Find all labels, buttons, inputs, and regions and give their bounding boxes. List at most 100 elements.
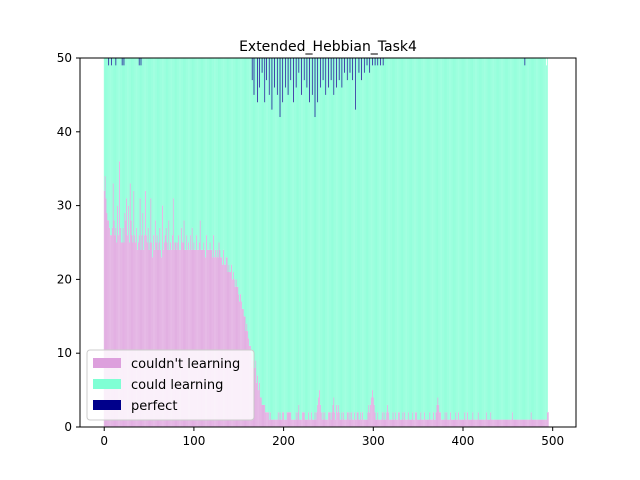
- bar-could-learning: [235, 58, 237, 280]
- bar-could-learning: [459, 58, 461, 420]
- bar-perfect: [341, 58, 343, 88]
- bar-couldnt-learning: [158, 242, 160, 427]
- bar-couldnt-learning: [436, 404, 438, 427]
- bar-could-learning: [152, 58, 154, 258]
- bar-couldnt-learning: [259, 382, 260, 427]
- bar-couldnt-learning: [518, 419, 519, 427]
- bar-could-learning: [268, 94, 270, 420]
- bar-perfect: [346, 58, 348, 81]
- bar-couldnt-learning: [299, 419, 301, 427]
- bar-couldnt-learning: [503, 419, 505, 427]
- bar-could-learning: [425, 58, 427, 420]
- bar-couldnt-learning: [294, 419, 296, 427]
- bar-couldnt-learning: [302, 412, 303, 427]
- bar-could-learning: [224, 58, 226, 265]
- bar-perfect: [108, 58, 110, 66]
- bar-could-learning: [137, 58, 138, 250]
- bar-couldnt-learning: [435, 412, 437, 427]
- bar-couldnt-learning: [520, 419, 522, 427]
- bar-could-learning: [308, 58, 310, 413]
- bar-could-learning: [468, 58, 469, 420]
- bar-couldnt-learning: [116, 242, 118, 427]
- bar-couldnt-learning: [143, 249, 145, 427]
- bar-could-learning: [386, 58, 388, 413]
- bar-couldnt-learning: [342, 419, 344, 427]
- bar-couldnt-learning: [112, 183, 114, 427]
- bar-couldnt-learning: [513, 419, 515, 427]
- bar-couldnt-learning: [364, 419, 366, 427]
- bar-couldnt-learning: [323, 419, 325, 427]
- bar-couldnt-learning: [533, 419, 535, 427]
- bar-couldnt-learning: [488, 419, 490, 427]
- bar-could-learning: [364, 58, 366, 420]
- bar-couldnt-learning: [316, 412, 318, 427]
- bar-could-learning: [385, 58, 387, 420]
- bar-couldnt-learning: [337, 404, 339, 427]
- bar-could-learning: [276, 58, 277, 420]
- bar-could-learning: [127, 58, 128, 236]
- bar-couldnt-learning: [346, 419, 347, 427]
- bar-could-learning: [256, 58, 258, 383]
- bar-couldnt-learning: [462, 419, 464, 427]
- bar-could-learning: [292, 58, 293, 420]
- bar-could-learning: [458, 58, 459, 413]
- bar-could-learning: [381, 58, 383, 413]
- bar-could-learning: [185, 58, 187, 250]
- bar-could-learning: [379, 58, 380, 420]
- bar-couldnt-learning: [231, 264, 232, 427]
- bar-could-learning: [287, 94, 289, 413]
- bar-could-learning: [280, 58, 282, 420]
- bar-could-learning: [532, 58, 534, 420]
- bar-could-learning: [400, 58, 402, 420]
- bar-could-learning: [148, 58, 150, 250]
- bar-couldnt-learning: [295, 412, 297, 427]
- bar-could-learning: [238, 58, 240, 295]
- bar-could-learning: [155, 58, 157, 243]
- bar-could-learning: [136, 58, 137, 228]
- bar-couldnt-learning: [458, 412, 459, 427]
- bar-couldnt-learning: [522, 419, 524, 427]
- bar-couldnt-learning: [337, 412, 338, 427]
- bar-could-learning: [433, 58, 435, 420]
- bar-couldnt-learning: [208, 249, 210, 427]
- bar-perfect: [377, 58, 379, 66]
- bar-couldnt-learning: [281, 419, 283, 427]
- bar-could-learning: [440, 58, 441, 413]
- bar-couldnt-learning: [365, 419, 367, 427]
- bar-could-learning: [323, 58, 325, 420]
- bar-could-learning: [363, 58, 364, 420]
- bar-could-learning: [262, 58, 264, 405]
- bar-couldnt-learning: [377, 412, 379, 427]
- y-tick-label: 10: [57, 346, 72, 360]
- bar-couldnt-learning: [172, 198, 174, 427]
- bar-could-learning: [154, 58, 155, 250]
- bar-could-learning: [450, 58, 451, 413]
- bar-couldnt-learning: [268, 412, 269, 427]
- bar-could-learning: [342, 58, 344, 420]
- bar-could-learning: [407, 58, 408, 420]
- bar-could-learning: [241, 58, 242, 302]
- bar-could-learning: [491, 58, 493, 420]
- bar-couldnt-learning: [487, 419, 489, 427]
- bar-couldnt-learning: [543, 419, 545, 427]
- bar-could-learning: [544, 58, 545, 420]
- bar-could-learning: [154, 58, 156, 221]
- bar-couldnt-learning: [274, 419, 275, 427]
- bar-couldnt-learning: [496, 419, 498, 427]
- bar-could-learning: [209, 58, 211, 243]
- bar-couldnt-learning: [225, 257, 227, 427]
- bar-could-learning: [221, 58, 223, 258]
- bar-could-learning: [279, 117, 281, 413]
- bar-couldnt-learning: [146, 235, 147, 427]
- bar-couldnt-learning: [290, 412, 292, 427]
- bar-could-learning: [111, 58, 113, 228]
- bar-could-learning: [541, 58, 543, 420]
- bar-could-learning: [339, 58, 341, 420]
- bar-could-learning: [203, 58, 205, 243]
- bar-could-learning: [422, 58, 423, 420]
- bar-could-learning: [512, 58, 514, 420]
- bar-could-learning: [380, 65, 381, 420]
- bar-could-learning: [307, 58, 309, 420]
- bar-couldnt-learning: [173, 249, 175, 427]
- bar-couldnt-learning: [545, 419, 546, 427]
